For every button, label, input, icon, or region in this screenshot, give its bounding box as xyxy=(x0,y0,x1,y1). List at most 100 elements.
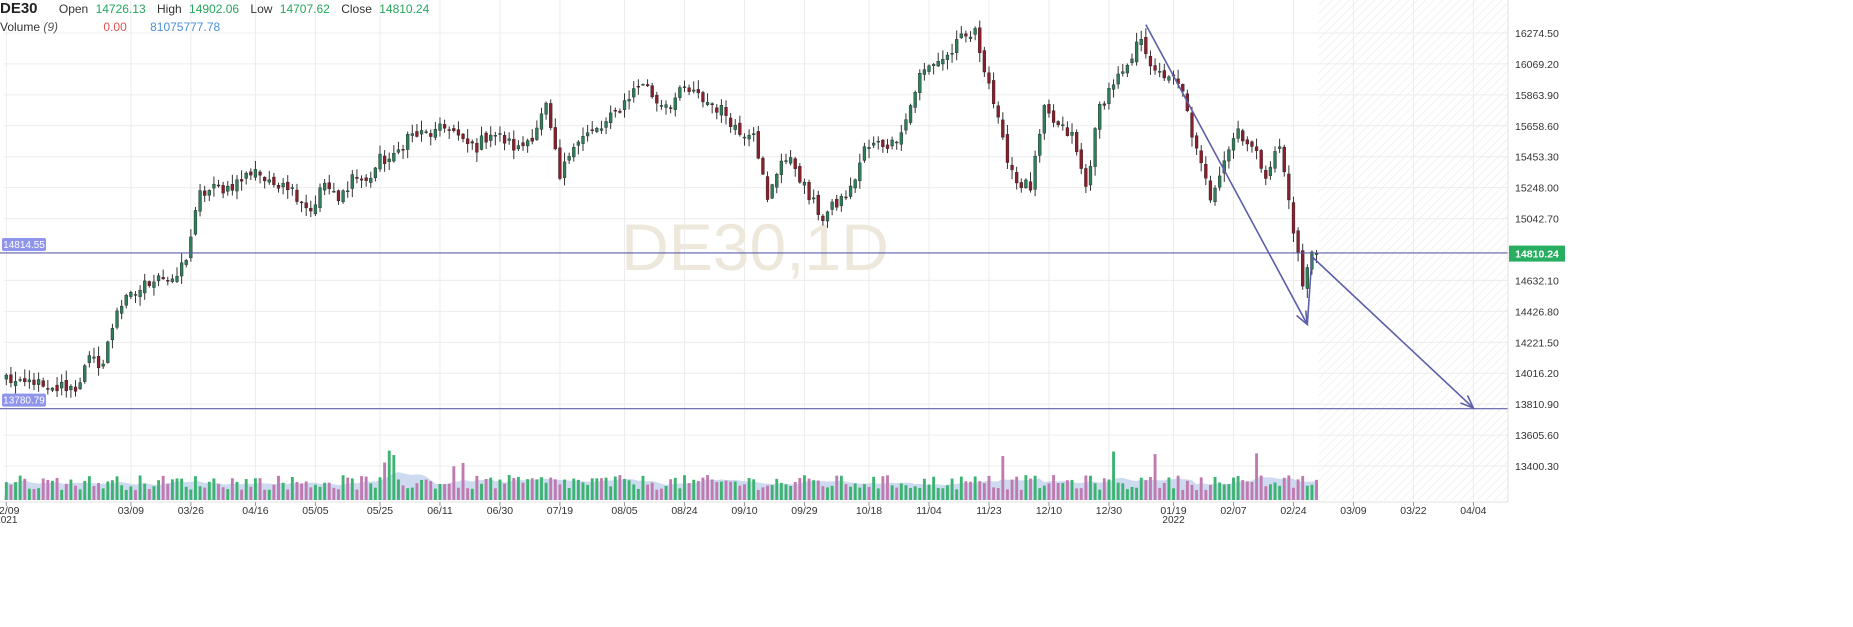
volume-bar xyxy=(129,486,133,500)
candle-body xyxy=(290,187,294,189)
candle-body xyxy=(530,137,534,142)
volume-bar xyxy=(194,476,197,500)
arrow-head xyxy=(1296,310,1309,327)
volume-bar xyxy=(110,480,114,500)
candle-body xyxy=(604,121,608,128)
candle-body xyxy=(382,155,387,164)
candle-body xyxy=(327,182,331,190)
volume-bar xyxy=(779,482,783,500)
volume-bar xyxy=(337,489,340,500)
y-tick-label: 15453.30 xyxy=(1515,152,1559,164)
volume-bar xyxy=(830,485,834,500)
volume-bar xyxy=(1070,479,1074,500)
candle-body xyxy=(138,290,142,297)
candle-body xyxy=(267,179,271,183)
candle-body xyxy=(1070,132,1074,136)
volume-bar xyxy=(83,481,87,500)
x-tick-label: 08/24 xyxy=(671,505,697,517)
price-axis[interactable]: 16274.50 16069.20 15863.90 15658.60 15453.30… xyxy=(1507,0,1565,502)
trend-arrows[interactable] xyxy=(1145,24,1475,410)
candle-body xyxy=(1245,139,1249,145)
volume-bar xyxy=(849,486,853,500)
candle-body xyxy=(1282,146,1286,173)
volume-bar xyxy=(203,487,207,500)
volume-bar xyxy=(1079,488,1083,500)
open-label: Open xyxy=(58,2,89,16)
candle-body xyxy=(498,133,502,135)
volume-bar xyxy=(249,486,253,500)
candle-body xyxy=(770,184,774,199)
y-tick-label: 13605.60 xyxy=(1515,430,1559,442)
volume-bar xyxy=(401,485,405,500)
volume-change: 0.00 xyxy=(103,20,127,34)
candle-body xyxy=(553,127,557,150)
horizontal-levels[interactable]: 14814.55 13780.79 xyxy=(0,237,1508,410)
candle-body xyxy=(521,142,525,147)
volume-bar xyxy=(230,478,234,500)
volume-bar xyxy=(360,476,363,500)
volume-bar xyxy=(922,478,926,500)
volume-bar xyxy=(881,476,885,500)
candle-body xyxy=(715,107,719,113)
volume-bar xyxy=(498,479,502,500)
y-tick-label: 16069.20 xyxy=(1515,59,1559,71)
volume-bar xyxy=(429,481,433,500)
candle-body xyxy=(539,113,544,130)
volume-bar xyxy=(161,475,165,500)
candle-body xyxy=(332,190,336,193)
candle-body xyxy=(1116,73,1120,85)
x-tick-label: 05/05 xyxy=(302,505,328,517)
candle-body xyxy=(143,280,147,294)
candle-body xyxy=(899,132,903,145)
x-tick-label: 04/16 xyxy=(242,505,268,517)
volume-bar xyxy=(1102,478,1106,500)
volume-bar xyxy=(277,475,280,500)
candle-body xyxy=(64,380,68,392)
candle-body xyxy=(46,388,50,390)
candle-body xyxy=(590,129,594,132)
arrow-line xyxy=(1311,256,1474,409)
volume-bar xyxy=(327,482,331,500)
candle-body xyxy=(724,107,728,116)
volume-bar xyxy=(1061,483,1065,500)
volume-bar xyxy=(37,488,41,500)
y-tick-label: 13810.90 xyxy=(1515,399,1559,411)
candle-body xyxy=(396,149,401,153)
volume-bar xyxy=(1038,488,1042,500)
candle-body xyxy=(872,142,876,146)
candle-body xyxy=(1291,202,1296,234)
volume-pane xyxy=(4,450,1318,500)
candle-body xyxy=(184,260,188,265)
volume-bar xyxy=(1185,480,1189,500)
volume-bar xyxy=(932,476,936,500)
candle-body xyxy=(1084,168,1088,187)
volume-bar xyxy=(1144,480,1148,500)
candle-body xyxy=(156,275,161,282)
volume-bar xyxy=(295,482,299,500)
candle-body xyxy=(1241,130,1245,142)
volume-bar xyxy=(604,477,608,500)
candle-body xyxy=(1075,132,1079,153)
volume-bar xyxy=(724,480,728,500)
volume-bar xyxy=(1015,476,1019,500)
candle-body xyxy=(355,176,359,179)
volume-bar xyxy=(955,489,959,500)
x-tick-label: 11/04 xyxy=(916,505,942,517)
candle-body xyxy=(858,162,862,182)
volume-bar xyxy=(475,475,479,500)
volume-bar xyxy=(9,484,13,500)
candle-body xyxy=(876,140,880,143)
candle-body xyxy=(1158,71,1162,73)
time-axis[interactable]: 02/092021 03/09 03/26 04/16 05/05 05/25 06/11 0… xyxy=(0,501,1508,526)
volume-bar xyxy=(752,479,756,500)
candle-body xyxy=(447,129,451,131)
volume-bar xyxy=(1232,477,1235,500)
candle-body xyxy=(701,92,705,103)
x-tick-year: 2021 xyxy=(0,515,18,526)
volume-bar xyxy=(341,475,345,500)
volume-bar xyxy=(1236,476,1240,500)
candle-body xyxy=(632,88,636,98)
candle-body xyxy=(484,132,488,143)
volume-bar xyxy=(254,478,257,500)
